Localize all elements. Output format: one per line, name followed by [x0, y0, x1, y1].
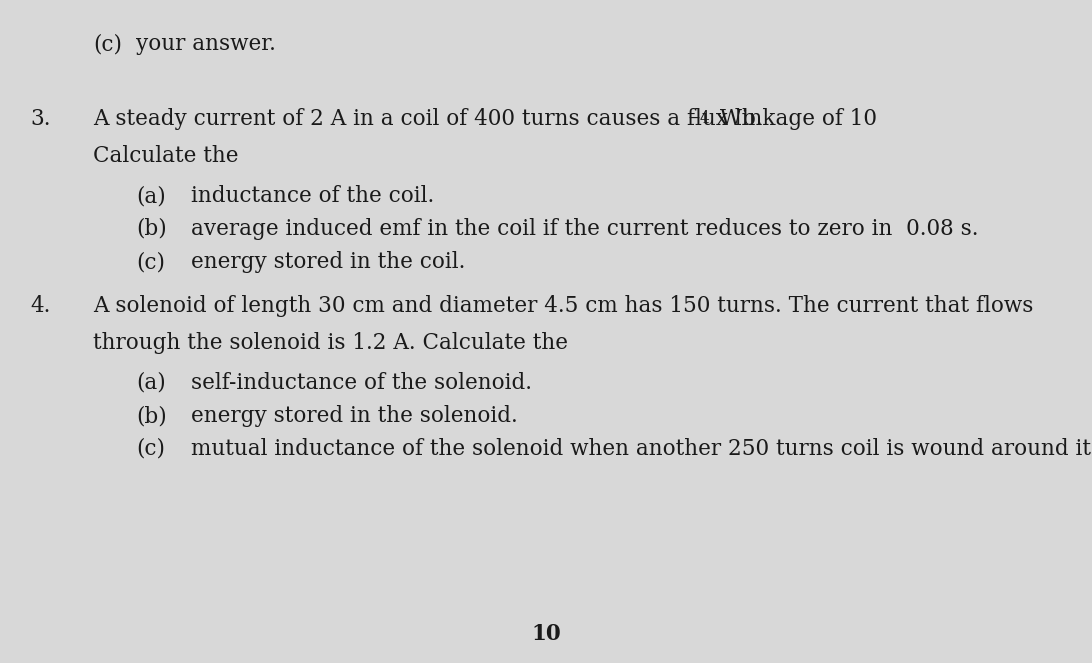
- Text: self-inductance of the solenoid.: self-inductance of the solenoid.: [191, 372, 532, 394]
- Text: −4: −4: [688, 110, 711, 127]
- Text: (a): (a): [136, 185, 166, 207]
- Text: 3.: 3.: [31, 108, 51, 130]
- Text: 4.: 4.: [31, 295, 51, 317]
- Text: Wb.: Wb.: [713, 108, 762, 130]
- Text: average induced emf in the coil if the current reduces to zero in  0.08 s.: average induced emf in the coil if the c…: [191, 218, 978, 240]
- Text: 10: 10: [531, 623, 561, 645]
- Text: A steady current of 2 A in a coil of 400 turns causes a flux linkage of 10: A steady current of 2 A in a coil of 400…: [93, 108, 877, 130]
- Text: energy stored in the coil.: energy stored in the coil.: [191, 251, 465, 273]
- Text: (c): (c): [93, 33, 122, 55]
- Text: energy stored in the solenoid.: energy stored in the solenoid.: [191, 405, 518, 427]
- Text: (b): (b): [136, 405, 167, 427]
- Text: inductance of the coil.: inductance of the coil.: [191, 185, 435, 207]
- Text: mutual inductance of the solenoid when another 250 turns coil is wound around it: mutual inductance of the solenoid when a…: [191, 438, 1092, 460]
- Text: (c): (c): [136, 251, 166, 273]
- Text: Calculate the: Calculate the: [93, 145, 238, 167]
- Text: A solenoid of length 30 cm and diameter 4.5 cm has 150 turns. The current that f: A solenoid of length 30 cm and diameter …: [93, 295, 1033, 317]
- Text: your answer.: your answer.: [136, 33, 276, 55]
- Text: (c): (c): [136, 438, 166, 460]
- Text: through the solenoid is 1.2 A. Calculate the: through the solenoid is 1.2 A. Calculate…: [93, 332, 568, 354]
- Text: (b): (b): [136, 218, 167, 240]
- Text: (a): (a): [136, 372, 166, 394]
